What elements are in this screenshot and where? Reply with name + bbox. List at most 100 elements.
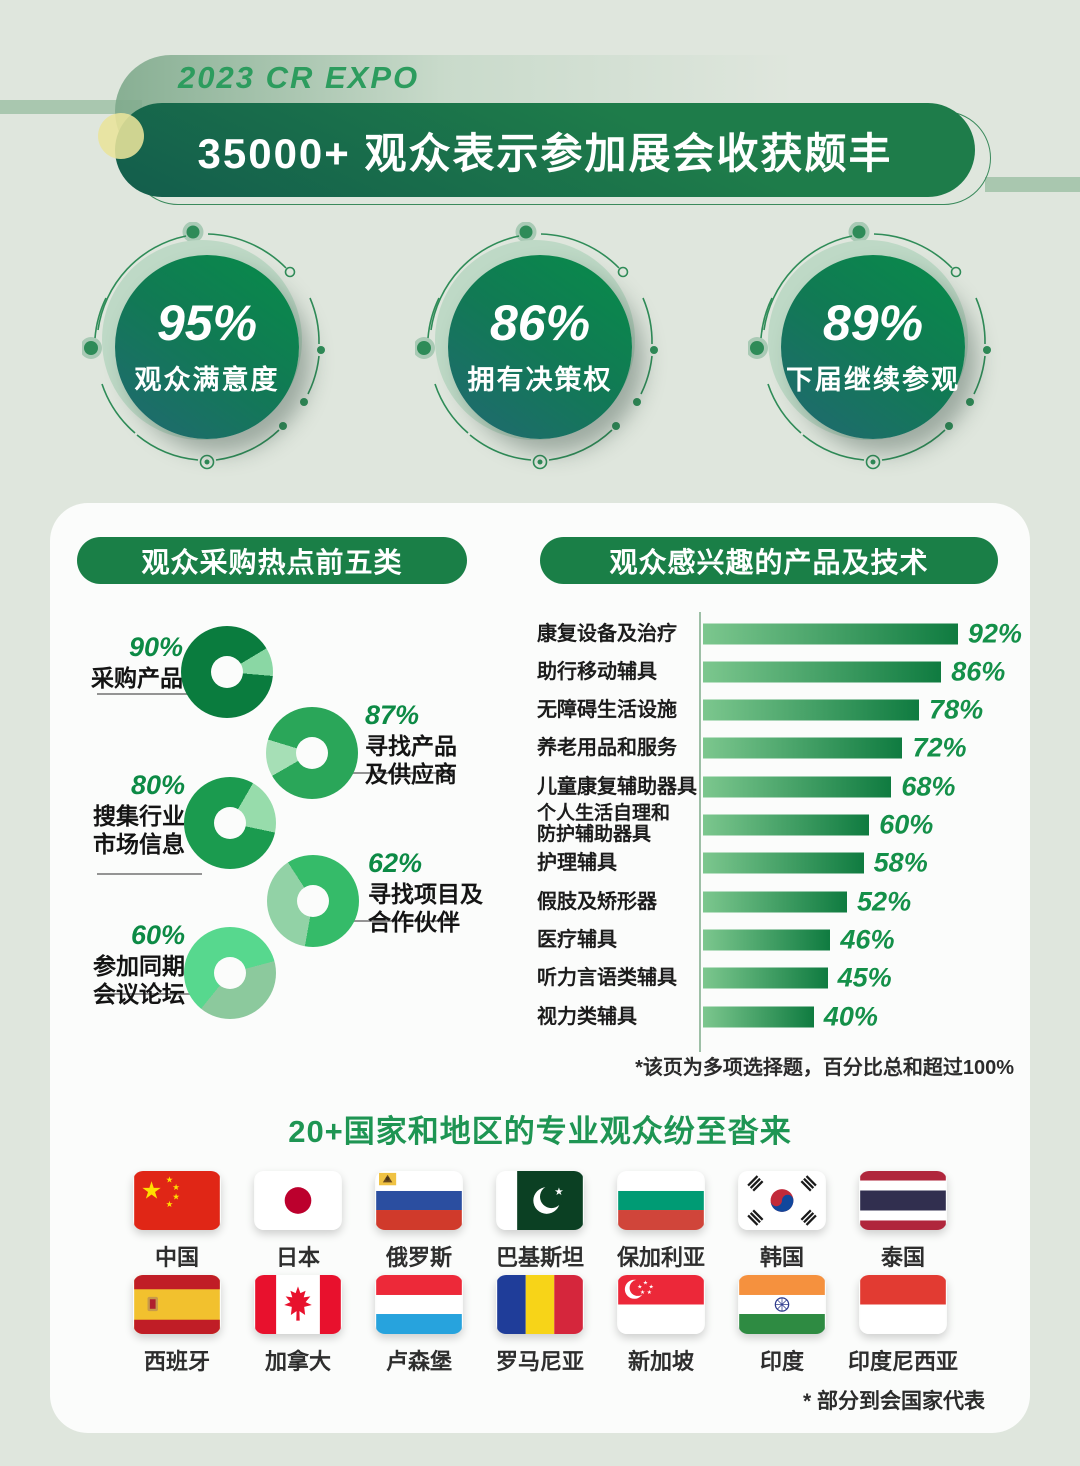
stat-decision-power: 86% 拥有决策权 bbox=[413, 221, 665, 472]
flag-bulgaria-icon bbox=[617, 1171, 705, 1230]
donut-percent: 90% bbox=[128, 632, 183, 662]
countries-footnote: * 部分到会国家代表 bbox=[802, 1390, 985, 1413]
bar-value: 72% bbox=[912, 732, 967, 763]
svg-text:★: ★ bbox=[166, 1199, 174, 1209]
bar-value: 60% bbox=[879, 809, 934, 840]
country-name: 加拿大 bbox=[264, 1349, 331, 1374]
flag-singapore-icon: ★ ★ ★ ★ ★ bbox=[617, 1275, 705, 1334]
country-name: 俄罗斯 bbox=[385, 1245, 452, 1270]
bar-row: 个人生活自理和 防护辅助器具 60% bbox=[537, 803, 1023, 845]
country-item: 罗马尼亚 bbox=[496, 1275, 584, 1376]
stat-value: 89% bbox=[822, 295, 924, 352]
country-item: 俄罗斯 bbox=[375, 1171, 463, 1272]
flag-romania-icon bbox=[496, 1275, 584, 1334]
interests-bar-chart: 康复设备及治疗 92% 助行移动辅具 86% 无障碍生活设施 78% 养老用品和服务 72% 儿… bbox=[537, 598, 1023, 1078]
bar-category-label: 假肢及矫形器 bbox=[537, 890, 657, 913]
svg-text:★: ★ bbox=[166, 1174, 174, 1184]
flag-india-icon bbox=[738, 1275, 826, 1334]
bar bbox=[703, 661, 942, 683]
header-band-left bbox=[0, 100, 142, 114]
bar-value: 92% bbox=[967, 618, 1022, 648]
stat-label: 观众满意度 bbox=[134, 364, 280, 395]
stat-label: 下届继续参观 bbox=[786, 364, 960, 395]
headline-title: 35000+ 观众表示参加展会收获颇丰 bbox=[197, 129, 893, 177]
section-heading-hotspots: 观众采购热点前五类 bbox=[77, 537, 467, 584]
country-item: 韩国 bbox=[738, 1171, 826, 1272]
stat-circle: 86% 拥有决策权 bbox=[448, 255, 632, 439]
country-name: 巴基斯坦 bbox=[496, 1245, 585, 1270]
donut-label-underline bbox=[312, 772, 452, 774]
country-name: 韩国 bbox=[759, 1245, 804, 1270]
chart-footnote: *该页为多项选择题，百分比总和超过100% bbox=[635, 1057, 1014, 1079]
svg-text:★: ★ bbox=[647, 1289, 652, 1296]
bar-row: 医疗辅具 46% bbox=[537, 920, 1023, 959]
bar-category-label: 医疗辅具 bbox=[537, 928, 617, 951]
bar-value: 45% bbox=[837, 962, 892, 993]
donut-segment bbox=[184, 927, 276, 1019]
country-item: ★ ★ ★ ★ ★ 新加坡 bbox=[617, 1275, 705, 1376]
donut-segment bbox=[181, 626, 273, 718]
section-heading-interests: 观众感兴趣的产品及技术 bbox=[540, 537, 998, 584]
donut-category: 采购产品 bbox=[91, 664, 183, 691]
yellow-circle-decoration bbox=[98, 113, 144, 159]
svg-text:★: ★ bbox=[649, 1283, 654, 1290]
bar-value: 52% bbox=[857, 886, 912, 917]
flag-russia-icon bbox=[375, 1171, 463, 1230]
country-name: 罗马尼亚 bbox=[496, 1349, 585, 1374]
svg-text:★: ★ bbox=[554, 1187, 563, 1198]
flag-thailand-icon bbox=[859, 1171, 947, 1230]
donut-category: 寻找项目及 合作伙伴 bbox=[368, 880, 483, 935]
donut-segment bbox=[267, 855, 359, 947]
donut-label-underline bbox=[315, 920, 455, 922]
svg-text:★: ★ bbox=[637, 1283, 642, 1290]
country-item: ★ ★ ★ ★ ★ 中国 bbox=[133, 1171, 221, 1272]
country-item: 日本 bbox=[254, 1171, 342, 1272]
bar bbox=[703, 891, 848, 913]
country-name: 西班牙 bbox=[143, 1349, 210, 1374]
donut-label-underline bbox=[97, 693, 202, 695]
stat-label: 拥有决策权 bbox=[467, 364, 613, 395]
country-name: 印度尼西亚 bbox=[848, 1349, 959, 1374]
bar-row: 儿童康复辅助器具 68% bbox=[537, 767, 1023, 806]
stat-circle: 89% 下届继续参观 bbox=[781, 255, 965, 439]
donut-segment bbox=[184, 777, 276, 869]
bar-category-label: 个人生活自理和 防护辅助器具 bbox=[537, 803, 671, 845]
flag-luxembourg-icon bbox=[375, 1275, 463, 1334]
bar-category-label: 助行移动辅具 bbox=[537, 660, 657, 683]
bar bbox=[703, 737, 903, 759]
country-item: 西班牙 bbox=[133, 1275, 221, 1376]
stat-circle: 95% 观众满意度 bbox=[115, 255, 299, 439]
bar-category-label: 护理辅具 bbox=[537, 852, 617, 875]
bar-value: 68% bbox=[901, 771, 956, 802]
donut-percent: 80% bbox=[130, 770, 185, 800]
bar bbox=[703, 623, 958, 644]
header-band-right bbox=[985, 177, 1080, 192]
bar bbox=[703, 852, 864, 874]
stat-ornament bbox=[746, 221, 998, 472]
bar bbox=[703, 814, 870, 836]
donut-category: 搜集行业 市场信息 bbox=[93, 802, 185, 857]
svg-text:★: ★ bbox=[141, 1178, 162, 1205]
content-card: 观众采购热点前五类 观众感兴趣的产品及技术 90% 采购产品 87% 寻找产品 及供应… bbox=[50, 503, 1030, 1433]
donut-segment bbox=[266, 707, 358, 799]
country-name: 中国 bbox=[154, 1245, 199, 1270]
country-item: 保加利亚 bbox=[617, 1171, 705, 1272]
bar-category-label: 听力言语类辅具 bbox=[537, 967, 677, 990]
stat-value: 86% bbox=[489, 295, 591, 352]
donut-label: 60% 参加同期 会议论坛 bbox=[93, 919, 185, 1008]
bar bbox=[703, 699, 920, 721]
svg-text:★: ★ bbox=[172, 1182, 180, 1192]
stat-return-next: 89% 下届继续参观 bbox=[746, 221, 998, 472]
svg-text:★: ★ bbox=[643, 1280, 648, 1287]
flag-china-icon: ★ ★ ★ ★ ★ bbox=[133, 1171, 221, 1230]
country-item: 卢森堡 bbox=[375, 1275, 463, 1376]
bar-row: 无障碍生活设施 78% bbox=[537, 691, 1023, 730]
flag-japan-icon bbox=[254, 1171, 342, 1230]
country-name: 印度 bbox=[759, 1349, 804, 1374]
flag-spain-icon bbox=[133, 1275, 221, 1334]
headline-banner: 35000+ 观众表示参加展会收获颇丰 bbox=[115, 103, 975, 197]
flags-row-2: 西班牙 加拿大 卢森堡罗马尼亚 ★ ★ ★ ★ ★ 新加坡印度 印度尼西亚 bbox=[133, 1275, 958, 1376]
donut-label: 62% 寻找项目及 合作伙伴 bbox=[368, 847, 483, 936]
flag-canada-icon bbox=[254, 1275, 342, 1334]
